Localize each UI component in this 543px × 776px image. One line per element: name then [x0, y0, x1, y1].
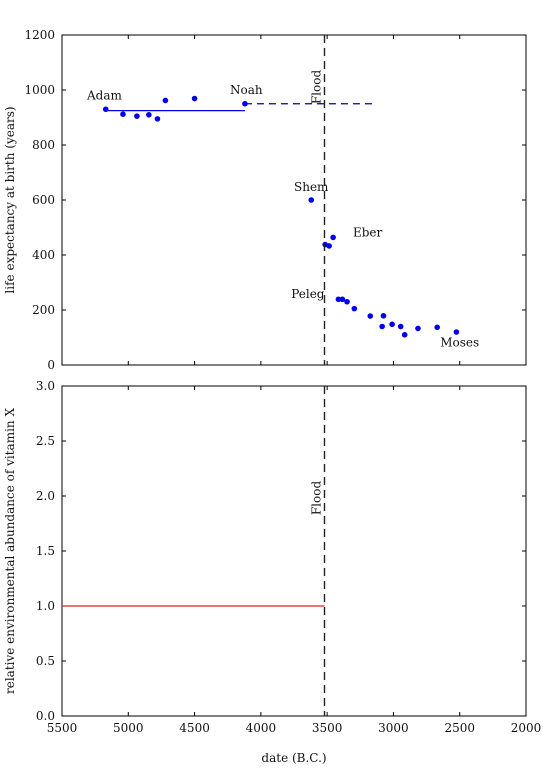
- y-tick-label: 1.0: [36, 599, 55, 613]
- data-point: [401, 331, 408, 338]
- y-axis-label: life expectancy at birth (years): [3, 106, 17, 293]
- data-point: [335, 296, 342, 303]
- data-point: [120, 111, 126, 117]
- x-tick-label: 3500: [312, 721, 343, 735]
- x-tick-label: 2000: [511, 721, 542, 735]
- data-point: [326, 243, 332, 249]
- y-axis-label: relative environmental abundance of vita…: [3, 408, 17, 694]
- x-tick-label: 2500: [444, 721, 475, 735]
- data-point: [434, 324, 440, 331]
- x-tick-label: 4000: [246, 721, 277, 735]
- annotation-label: Peleg: [291, 287, 325, 301]
- y-tick-label: 2.0: [36, 489, 55, 503]
- data-point: [134, 113, 140, 119]
- data-point: [415, 325, 421, 332]
- plot-frame: [61, 34, 527, 366]
- data-point: [389, 321, 395, 328]
- top-panel: 0 200 400 600 800 1000 1200 life expectancy at …: [3, 28, 527, 372]
- x-axis-label: date (B.C.): [261, 751, 326, 765]
- data-point: [380, 312, 387, 319]
- data-point: [351, 305, 358, 312]
- data-point: [367, 313, 374, 319]
- y-tick-label: 0.5: [36, 654, 55, 668]
- x-tick-label: 5500: [47, 721, 78, 735]
- data-point: [379, 323, 385, 330]
- x-tick-label: 4500: [179, 721, 210, 735]
- annotation-label: Adam: [86, 89, 123, 103]
- bottom-panel: 0.0 0.5 1.0 1.5 2.0 2.5 3.0 5500 5000 4500 4000 350…: [3, 379, 541, 765]
- y-tick-label: 400: [32, 248, 55, 262]
- data-point: [242, 100, 248, 107]
- annotation-label: Shem: [294, 180, 329, 194]
- data-point: [308, 197, 315, 203]
- y-tick-label: 0: [47, 358, 55, 372]
- data-point: [146, 111, 152, 118]
- data-point: [330, 234, 336, 241]
- flood-label: Flood: [309, 70, 323, 105]
- data-point: [344, 298, 350, 305]
- y-tick-label: 200: [32, 303, 55, 317]
- data-point: [154, 116, 161, 122]
- y-tick-label: 0.0: [36, 709, 55, 723]
- y-tick-label: 1000: [24, 83, 55, 97]
- data-point: [339, 296, 346, 303]
- y-tick-label: 2.5: [36, 434, 55, 448]
- x-tick-label: 5000: [113, 721, 144, 735]
- flood-label: Flood: [309, 481, 323, 516]
- x-tick-label: 3000: [378, 721, 409, 735]
- y-tick-label: 600: [32, 193, 55, 207]
- y-tick-label: 800: [32, 138, 55, 152]
- data-point: [397, 323, 404, 330]
- data-point: [453, 329, 460, 335]
- annotation-label: Moses: [440, 335, 479, 349]
- annotation-label: Eber: [353, 225, 383, 239]
- annotation-label: Noah: [230, 83, 263, 97]
- y-tick-label: 1.5: [36, 544, 55, 558]
- data-point: [162, 97, 169, 104]
- plot-frame: [61, 385, 527, 717]
- data-point: [191, 95, 198, 102]
- y-tick-label: 3.0: [36, 379, 55, 393]
- data-point: [102, 106, 109, 113]
- y-tick-label: 1200: [24, 28, 55, 42]
